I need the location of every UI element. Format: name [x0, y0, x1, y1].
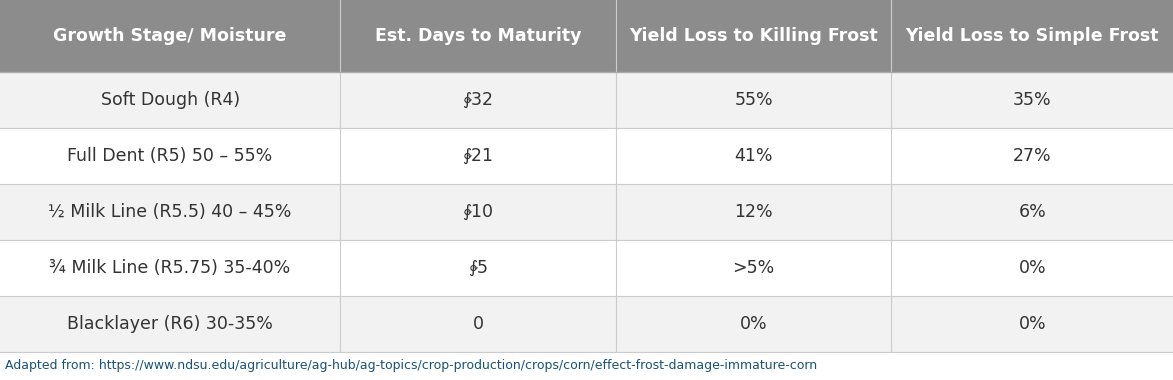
Text: 0: 0 — [473, 315, 483, 333]
Text: ∲10: ∲10 — [462, 203, 494, 221]
Text: Blacklayer (R6) 30-35%: Blacklayer (R6) 30-35% — [67, 315, 273, 333]
Text: ∲21: ∲21 — [462, 147, 494, 165]
Text: 0%: 0% — [1018, 259, 1046, 277]
Text: 35%: 35% — [1013, 91, 1051, 109]
Bar — [0, 296, 1173, 352]
Text: 27%: 27% — [1013, 147, 1051, 165]
Text: ∲32: ∲32 — [462, 91, 494, 109]
Text: ½ Milk Line (R5.5) 40 – 45%: ½ Milk Line (R5.5) 40 – 45% — [48, 203, 292, 221]
Text: 55%: 55% — [734, 91, 773, 109]
Text: ¾ Milk Line (R5.75) 35-40%: ¾ Milk Line (R5.75) 35-40% — [49, 259, 291, 277]
Text: Yield Loss to Simple Frost: Yield Loss to Simple Frost — [906, 27, 1159, 45]
Text: Est. Days to Maturity: Est. Days to Maturity — [374, 27, 582, 45]
Bar — [0, 72, 1173, 128]
Text: ∲5: ∲5 — [468, 259, 488, 277]
Bar — [0, 128, 1173, 184]
Text: >5%: >5% — [732, 259, 775, 277]
Text: Full Dent (R5) 50 – 55%: Full Dent (R5) 50 – 55% — [68, 147, 272, 165]
Bar — [0, 240, 1173, 296]
Text: Soft Dough (R4): Soft Dough (R4) — [101, 91, 239, 109]
Bar — [0, 0, 1173, 72]
Text: 6%: 6% — [1018, 203, 1046, 221]
Text: Adapted from: https://www.ndsu.edu/agriculture/ag-hub/ag-topics/crop-production/: Adapted from: https://www.ndsu.edu/agric… — [5, 359, 818, 372]
Text: 0%: 0% — [1018, 315, 1046, 333]
Text: Yield Loss to Killing Frost: Yield Loss to Killing Frost — [629, 27, 879, 45]
Text: 41%: 41% — [734, 147, 773, 165]
Bar — [0, 184, 1173, 240]
Text: 0%: 0% — [740, 315, 767, 333]
Text: Growth Stage/ Moisture: Growth Stage/ Moisture — [54, 27, 286, 45]
Text: 12%: 12% — [734, 203, 773, 221]
